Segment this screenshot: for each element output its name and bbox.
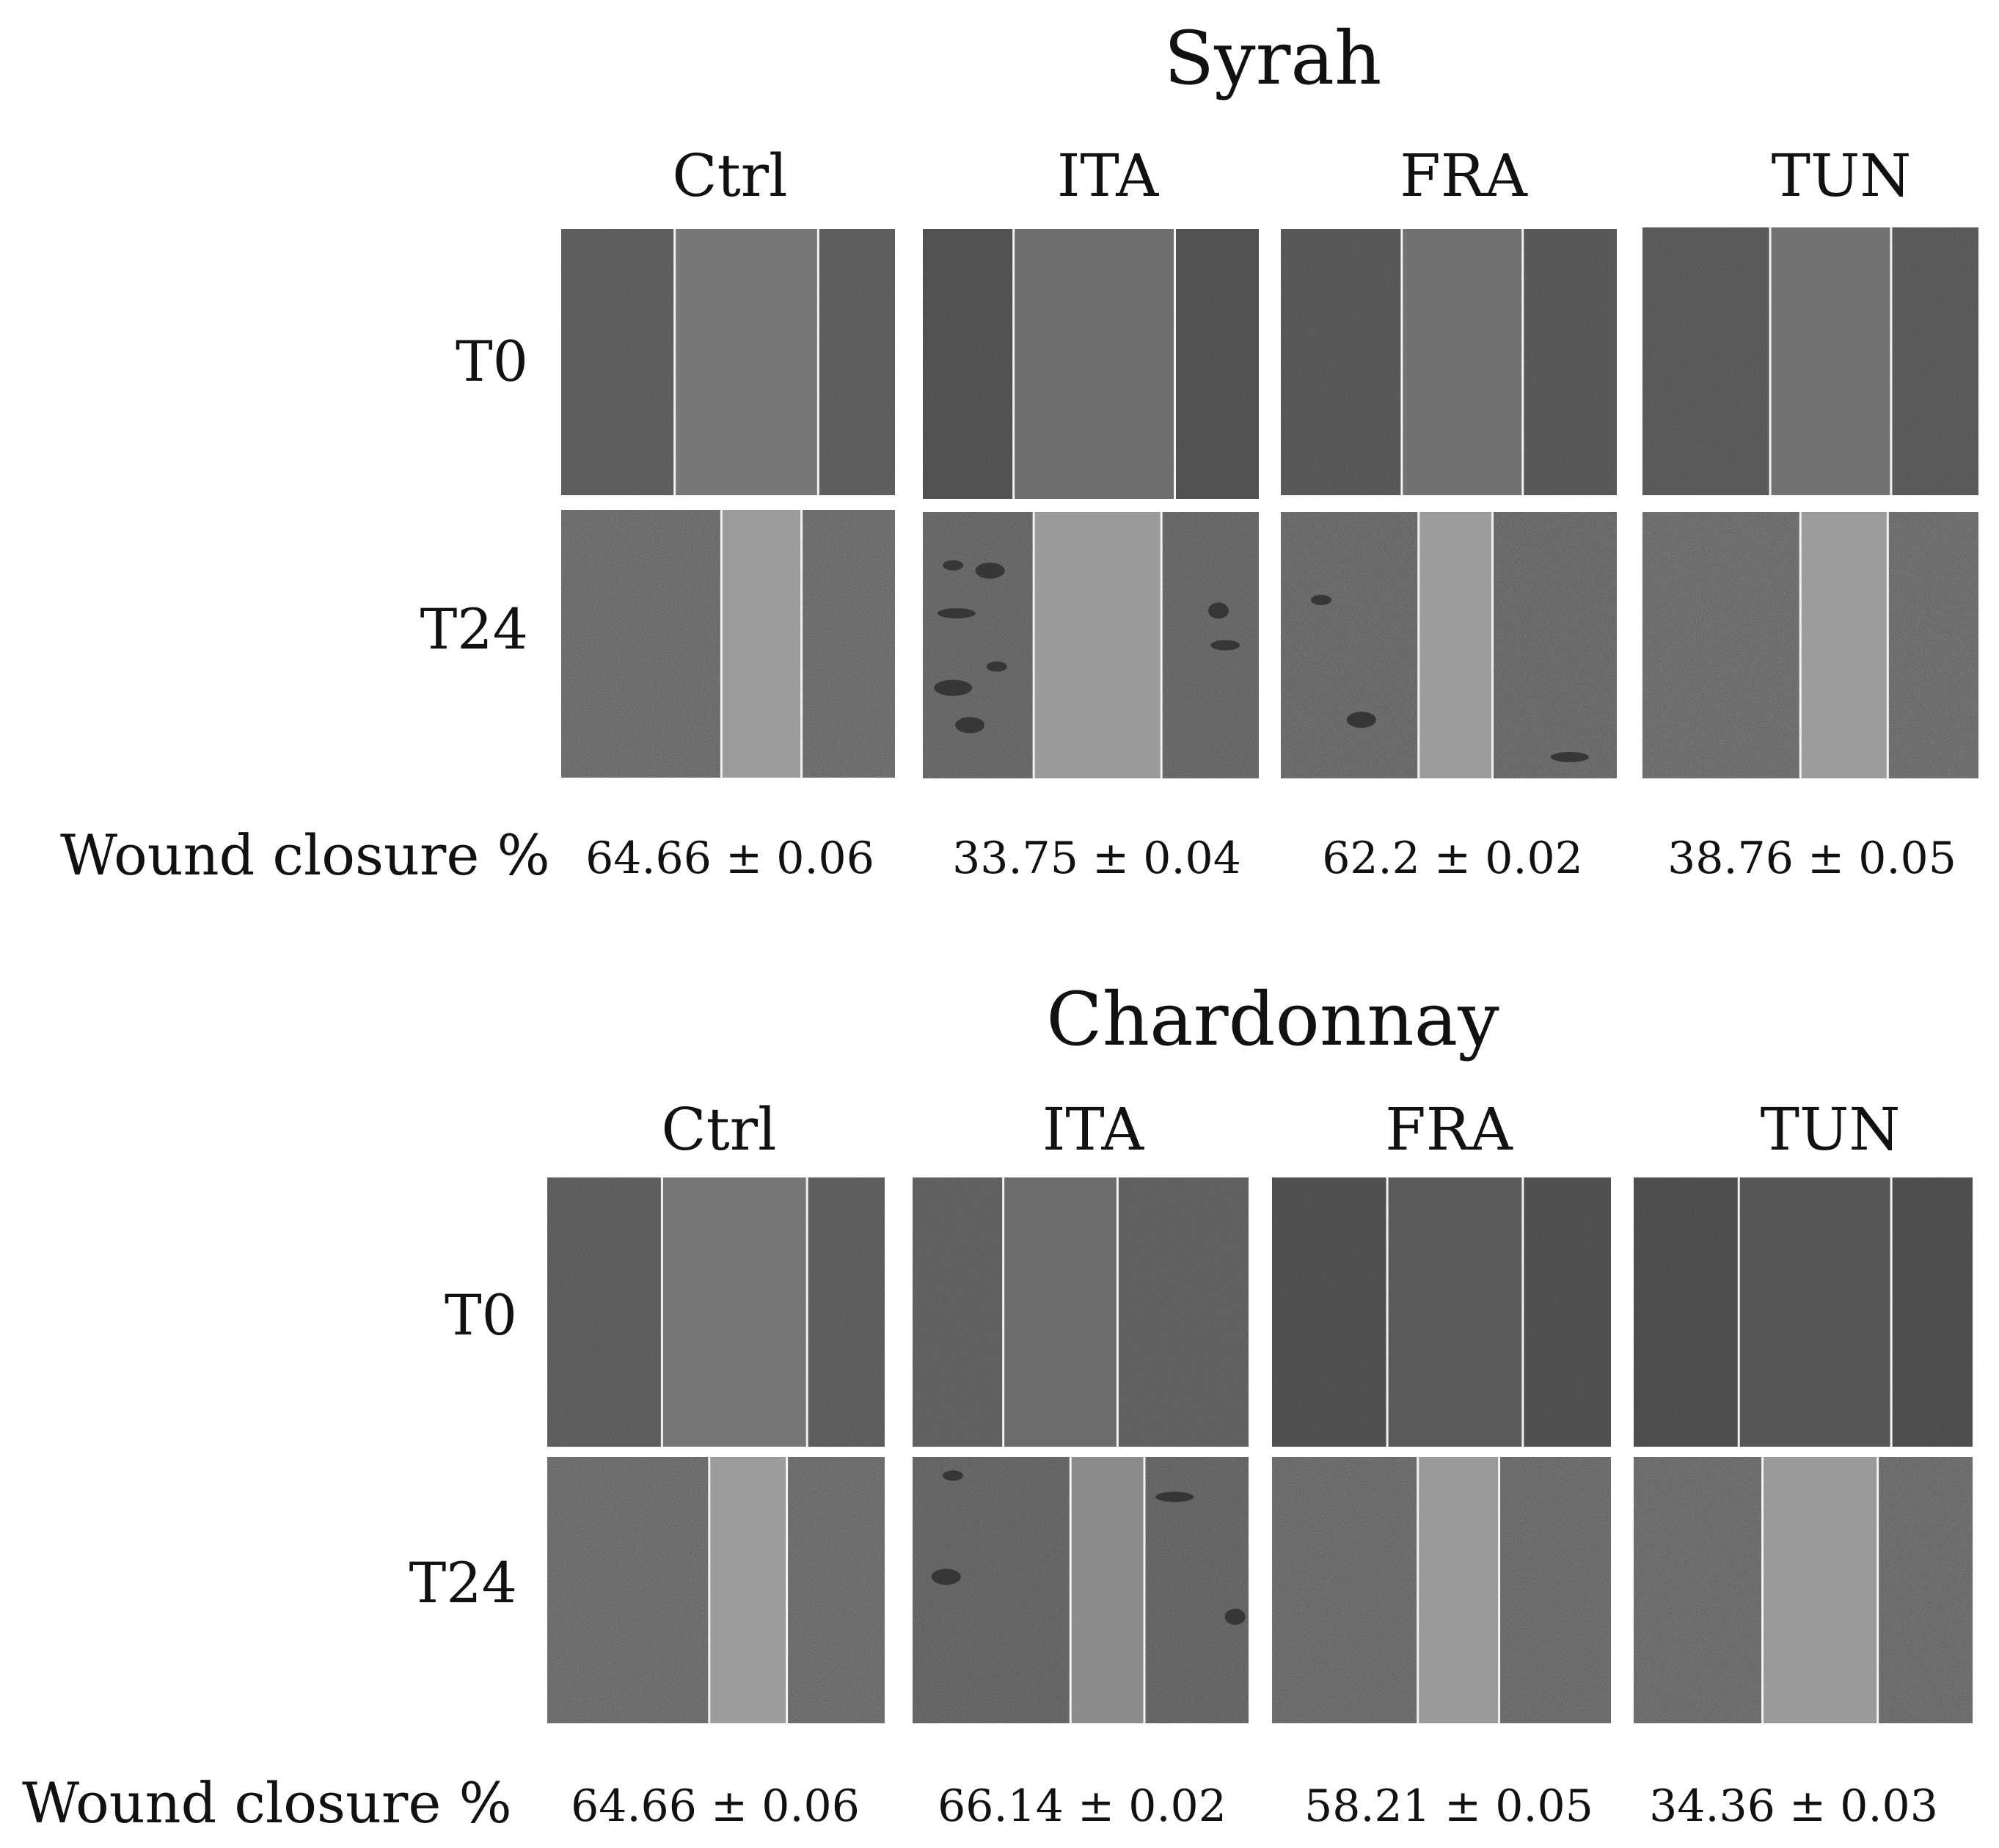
- micrograph: [923, 229, 1259, 499]
- scratch-image: [1642, 512, 1978, 778]
- wound-gap: [1034, 512, 1162, 778]
- row-label-t0: T0: [455, 329, 528, 394]
- micrograph: [1272, 1457, 1611, 1723]
- wound-closure-value-tun: 38.76 ± 0.05: [1667, 833, 1956, 884]
- cell-cluster: [1224, 1608, 1246, 1625]
- micrograph: [547, 1177, 885, 1447]
- micrograph: [1634, 1457, 1973, 1723]
- column-label-tun: TUN: [1760, 1095, 1901, 1164]
- cell-cluster: [1210, 640, 1240, 651]
- column-label-ctrl: Ctrl: [661, 1095, 777, 1164]
- wound-closure-value-fra: 62.2 ± 0.02: [1322, 833, 1583, 884]
- wound-gap: [1739, 1177, 1892, 1447]
- cell-cluster: [1208, 602, 1229, 619]
- micrograph: [1281, 512, 1617, 778]
- cell-cluster: [955, 717, 985, 734]
- scratch-image: [1281, 512, 1617, 778]
- micrograph: [913, 1177, 1249, 1447]
- wound-gap: [1418, 512, 1493, 778]
- wound-closure-value-tun: 34.36 ± 0.03: [1649, 1781, 1938, 1832]
- cell-cluster: [975, 562, 1005, 579]
- micrograph: [1272, 1177, 1611, 1447]
- cell-cluster: [937, 607, 976, 618]
- column-label-ita: ITA: [1056, 142, 1159, 210]
- panel-title-syrah: Syrah: [1163, 15, 1382, 101]
- cell-cluster: [1310, 594, 1331, 605]
- scratch-image: [1642, 227, 1978, 495]
- micrograph: [561, 510, 895, 778]
- cell-cluster: [942, 1470, 963, 1481]
- micrograph: [1642, 227, 1978, 495]
- scratch-image: [561, 510, 895, 778]
- micrograph: [923, 512, 1259, 778]
- micrograph: [913, 1457, 1249, 1723]
- wound-gap: [1417, 1457, 1499, 1723]
- wound-closure-value-ctrl: 64.66 ± 0.06: [571, 1781, 860, 1832]
- wound-closure-label: Wound closure %: [22, 1770, 512, 1836]
- cell-cluster: [1346, 712, 1376, 728]
- scratch-image: [913, 1457, 1249, 1723]
- row-label-t0: T0: [444, 1282, 517, 1348]
- cell-cluster: [1155, 1491, 1194, 1502]
- scratch-image: [923, 229, 1259, 499]
- scratch-image: [547, 1457, 885, 1723]
- cell-cluster: [931, 1568, 961, 1585]
- scratch-image: [1272, 1457, 1611, 1723]
- micrograph: [547, 1457, 885, 1723]
- wound-gap: [1387, 1177, 1523, 1447]
- wound-gap: [721, 510, 802, 778]
- micrograph: [561, 229, 895, 495]
- wound-gap: [1003, 1177, 1118, 1447]
- scratch-image: [923, 512, 1259, 778]
- micrograph: [1281, 229, 1617, 495]
- wound-closure-value-ita: 66.14 ± 0.02: [938, 1781, 1227, 1832]
- cell-cluster: [934, 679, 973, 696]
- wound-gap: [1762, 1457, 1878, 1723]
- row-label-t24: T24: [420, 596, 528, 662]
- micrograph: [1642, 512, 1978, 778]
- scratch-image: [547, 1177, 885, 1447]
- wound-gap: [709, 1457, 787, 1723]
- column-label-ita: ITA: [1042, 1095, 1144, 1164]
- column-label-tun: TUN: [1771, 142, 1912, 210]
- column-label-ctrl: Ctrl: [672, 142, 788, 210]
- scratch-image: [1281, 229, 1617, 495]
- wound-gap: [1013, 229, 1175, 499]
- scratch-image: [1634, 1177, 1973, 1447]
- wound-gap: [1770, 227, 1891, 495]
- cell-cluster: [1550, 751, 1589, 762]
- wound-closure-value-ctrl: 64.66 ± 0.06: [585, 833, 874, 884]
- scratch-image: [561, 229, 895, 495]
- cell-cluster: [943, 560, 964, 571]
- scratch-image: [1634, 1457, 1973, 1723]
- panel-title-chardonnay: Chardonnay: [1046, 976, 1499, 1062]
- wound-gap: [1070, 1457, 1145, 1723]
- scratch-image: [1272, 1177, 1611, 1447]
- cell-cluster: [986, 661, 1007, 672]
- wound-gap: [1800, 512, 1888, 778]
- wound-gap: [1401, 229, 1523, 495]
- row-label-t24: T24: [409, 1550, 517, 1615]
- micrograph: [1634, 1177, 1973, 1447]
- wound-closure-label: Wound closure %: [60, 822, 550, 888]
- column-label-fra: FRA: [1385, 1095, 1513, 1164]
- wound-gap: [662, 1177, 808, 1447]
- column-label-fra: FRA: [1400, 142, 1527, 210]
- wound-closure-value-ita: 33.75 ± 0.04: [952, 833, 1241, 884]
- scratch-image: [913, 1177, 1249, 1447]
- wound-gap: [674, 229, 819, 495]
- wound-closure-value-fra: 58.21 ± 0.05: [1304, 1781, 1593, 1832]
